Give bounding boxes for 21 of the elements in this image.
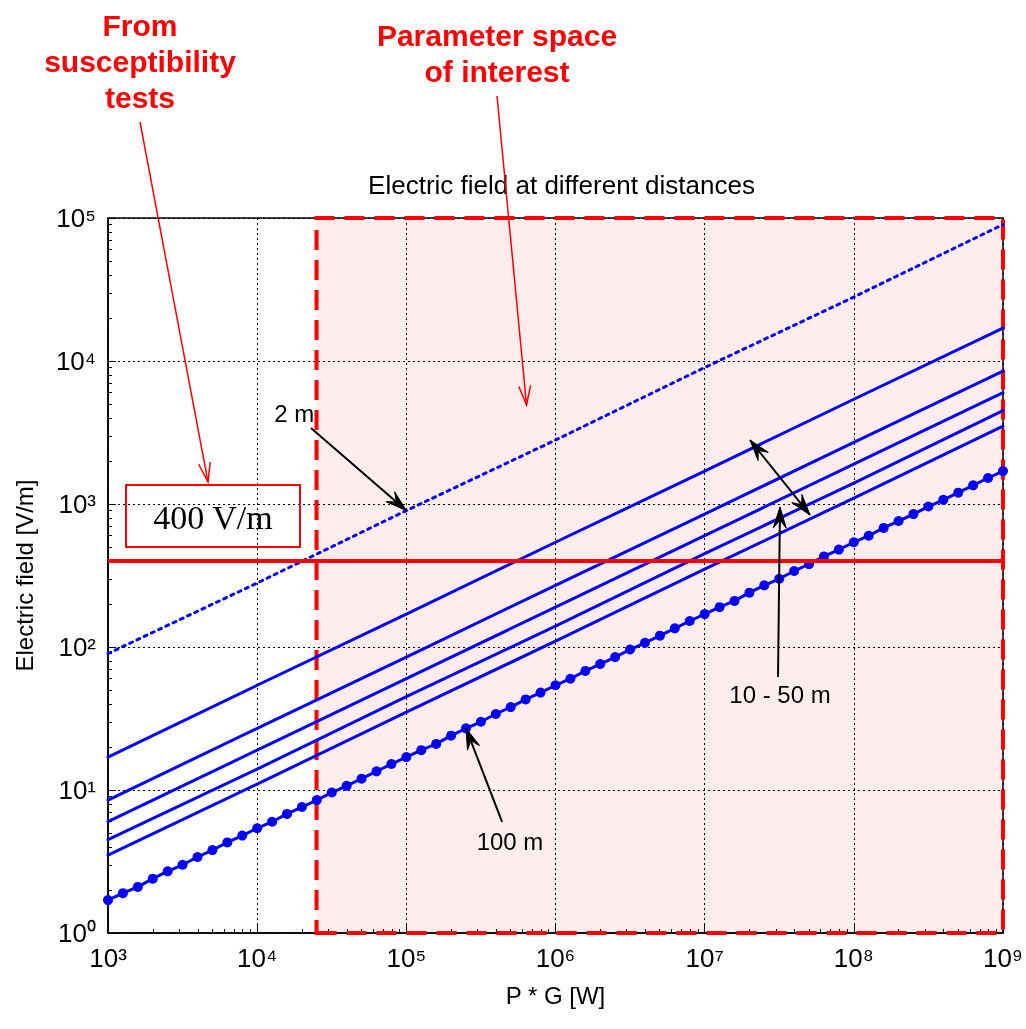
line-series bbox=[106, 326, 1005, 759]
x-tick-label: 10⁸ bbox=[833, 943, 874, 973]
annotation: 10 - 50 m bbox=[729, 681, 831, 709]
y-tick-label: 10⁵ bbox=[56, 203, 96, 233]
annotation: 2 m bbox=[274, 399, 315, 428]
y-tick-label: 10³ bbox=[58, 489, 97, 519]
x-tick-label: 10⁷ bbox=[685, 943, 724, 973]
y-tick-label: 10⁴ bbox=[55, 346, 96, 376]
x-tick-label: 10⁶ bbox=[535, 943, 576, 973]
x-axis-title: P * G [W] bbox=[505, 981, 606, 1009]
y-tick-label: 10² bbox=[58, 632, 97, 662]
x-tick-label: 10⁵ bbox=[386, 943, 427, 973]
y-tick-label: 10¹ bbox=[58, 775, 97, 805]
annotation: 100 m bbox=[476, 828, 544, 857]
text: From susceptibility tests bbox=[43, 8, 237, 116]
y-axis-title: Electric field [V/m] bbox=[10, 479, 38, 672]
x-tick-label: 10⁴ bbox=[237, 943, 278, 973]
x-tick-label: 10⁹ bbox=[982, 943, 1023, 973]
band-label: Parameter space of interest bbox=[375, 18, 619, 90]
legend-label: 400 V/m bbox=[125, 483, 301, 548]
line-series bbox=[106, 223, 1005, 656]
